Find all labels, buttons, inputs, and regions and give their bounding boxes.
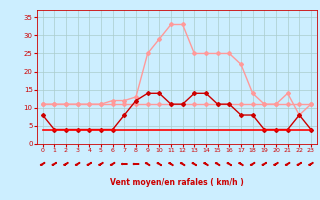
X-axis label: Vent moyen/en rafales ( km/h ): Vent moyen/en rafales ( km/h ) [110,178,244,187]
